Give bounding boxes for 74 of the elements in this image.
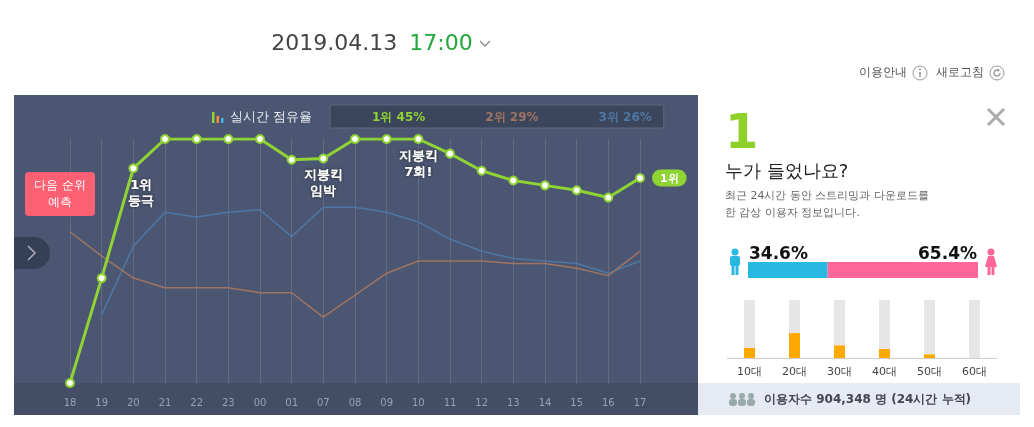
x-tick-label: 14 [538, 396, 552, 408]
annotation: 1위 등극 [128, 176, 155, 208]
annotation: 지붕킥 임박 [303, 167, 343, 199]
point [65, 378, 75, 388]
bar [879, 300, 890, 349]
x-tick-label: 10 [411, 396, 425, 408]
text: 1 [725, 103, 759, 159]
x-tick-label: 12 [475, 396, 489, 408]
point [571, 185, 582, 196]
x-tick-label: 23 [221, 396, 235, 408]
x-tick-label: 17 [633, 396, 647, 408]
bar [834, 300, 845, 346]
point [318, 153, 329, 164]
x-tick-label: 01 [285, 396, 299, 408]
point [603, 192, 614, 203]
x-tick-label: 00 [253, 396, 267, 408]
x-tick-label: 22 [190, 396, 204, 408]
bar [744, 347, 755, 358]
point [160, 134, 170, 144]
x-tick-label: 30대 [827, 365, 852, 378]
point [635, 173, 645, 184]
x-tick-label: 40대 [872, 365, 897, 378]
bar [969, 300, 980, 358]
x-tick-label: 16 [601, 396, 615, 408]
x-tick-label: 60대 [962, 365, 987, 378]
point [381, 134, 392, 144]
text: 3위 26% [598, 110, 652, 124]
x-tick-label: 15 [570, 396, 584, 408]
x-tick-label: 20 [126, 396, 140, 408]
point [128, 163, 139, 174]
chart-title: 2019.04.13 [271, 30, 398, 55]
bar [879, 348, 890, 358]
chart-subtitle: 17:00 [409, 30, 473, 55]
bar [789, 333, 800, 358]
x-tick-label: 20대 [782, 365, 807, 378]
annotation: 지붕킥 7회! [398, 147, 438, 179]
bar [834, 345, 845, 358]
point [445, 148, 455, 159]
x-tick-label: 08 [348, 396, 362, 408]
x-tick-label: 19 [95, 396, 109, 408]
x-tick-label: 07 [316, 396, 330, 408]
point [191, 134, 202, 144]
bar [924, 300, 935, 355]
data-label: 34.6% [749, 243, 808, 263]
point [413, 134, 424, 144]
bar [924, 354, 935, 358]
x-tick-label: 10대 [737, 365, 762, 378]
bar [744, 300, 755, 348]
point [508, 175, 519, 186]
point [286, 154, 297, 165]
text: 이용안내 [859, 65, 907, 79]
point [255, 134, 265, 144]
text: 누가 들었나요? [725, 159, 849, 183]
point [223, 134, 234, 144]
annotation: 다음 순위 예측 [25, 172, 95, 216]
x-tick-label: 13 [506, 396, 520, 408]
text: 2위 29% [485, 110, 539, 124]
point [476, 165, 487, 176]
annotation: 1위 [660, 171, 679, 185]
x-tick-label: 50대 [917, 365, 942, 378]
text: 실시간 점유율 [230, 108, 313, 126]
text: 이용자수 904,348 명 (24시간 누적) [764, 390, 972, 408]
data-label: 65.4% [918, 243, 977, 263]
bar [789, 300, 800, 334]
x-tick-label: 21 [158, 396, 172, 408]
series-label: 1위 45% [372, 110, 426, 124]
point [96, 273, 107, 284]
point [540, 180, 550, 191]
text: 새로고침 [936, 65, 984, 79]
x-tick-label: 11 [443, 396, 457, 408]
text: 최근 24시간 동안 스트리밍과 다운로드를 한 감상 이용자 정보입니다. [725, 188, 930, 221]
x-tick-label: 18 [63, 396, 77, 408]
x-tick-label: 09 [380, 396, 394, 408]
point [350, 134, 360, 144]
